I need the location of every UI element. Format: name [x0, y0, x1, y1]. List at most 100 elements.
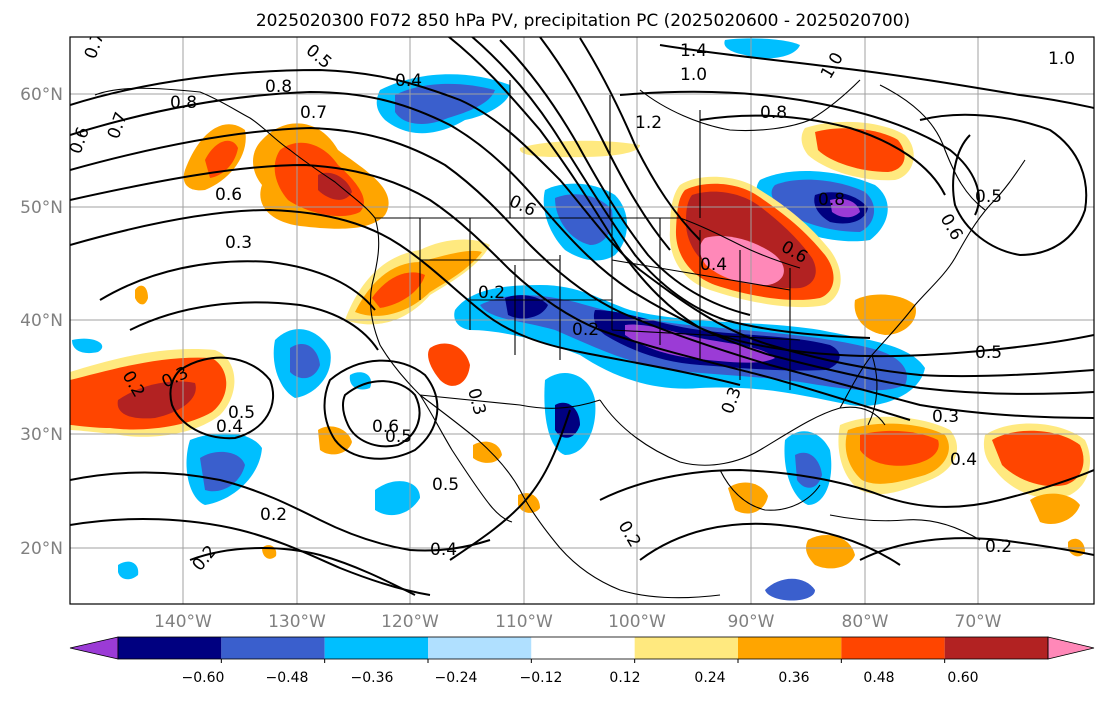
positive-anomaly-yucatan [728, 482, 768, 514]
contour-label: 1.0 [680, 65, 707, 85]
negative-anomaly-quebec-peak [830, 198, 860, 218]
coast-hudson-bay [639, 79, 861, 132]
negative-anomaly-caribbean [765, 578, 815, 601]
contour-label: 0.2 [260, 505, 287, 525]
longitude-labels: 140°W 130°W 120°W 110°W 100°W 90°W 80°W … [154, 612, 1002, 632]
colorbar-segment [738, 637, 842, 659]
lon-label: 80°W [842, 612, 889, 632]
map-frame [69, 36, 1095, 605]
negative-anomaly-pacific-tiny [349, 372, 372, 390]
lat-label: 60°N [20, 85, 63, 105]
coast-labrador [879, 84, 986, 211]
positive-anomaly-westus-peak [372, 272, 425, 308]
positive-anomaly-nyc [854, 294, 916, 335]
lat-label: 40°N [20, 311, 63, 331]
negative-anomaly-pacific-west [72, 338, 103, 354]
contour-label: 1.2 [635, 113, 662, 133]
colorbar-tick-label: 0.24 [694, 670, 725, 686]
colorbar-tick-label: 0.12 [609, 670, 640, 686]
colorbar-tick-label: 0.36 [778, 670, 809, 686]
positive-anomaly-hudson-core [815, 128, 905, 172]
coast-caribbean [829, 514, 981, 541]
colorbar-extend-high [1047, 636, 1095, 660]
lon-label: 130°W [268, 612, 326, 632]
contour-label: 0.3 [932, 407, 959, 427]
colorbar-segment [428, 637, 532, 659]
colorbar [69, 636, 1095, 663]
coast-florida [839, 353, 878, 426]
colorbar-tick-label: 0.60 [947, 670, 978, 686]
positive-anomaly-nevada [428, 343, 470, 386]
colorbar-segment [118, 637, 222, 659]
contour-label: 0.3 [225, 233, 252, 253]
contour-label: 0.2 [985, 537, 1012, 557]
contour-label: 0.2 [572, 320, 599, 340]
colorbar-frame [117, 636, 1049, 660]
negative-anomaly-gulf-core [795, 452, 822, 488]
lat-label: 50°N [20, 198, 63, 218]
coastlines [94, 79, 1026, 599]
contour-label: 0.4 [430, 540, 457, 560]
latitude-labels: 60°N 50°N 40°N 30°N 20°N [20, 85, 63, 559]
border-us-canada [375, 217, 801, 269]
negative-anomaly-band-core [593, 310, 840, 371]
contour-label: 0.4 [950, 450, 977, 470]
negative-anomaly-utah-core [505, 295, 548, 319]
colorbar-tick-label: −0.48 [266, 670, 309, 686]
lon-label: 110°W [495, 612, 553, 632]
contour-label: 0.6 [372, 417, 399, 437]
contour-label: 0.5 [432, 475, 459, 495]
contour-label: 0.5 [975, 187, 1002, 207]
contour-label: 0.8 [170, 93, 197, 113]
colorbar-tick-label: −0.12 [520, 670, 563, 686]
contour-label: 0.4 [395, 71, 422, 91]
positive-anomaly-gulf-coast-core [860, 430, 939, 466]
contour-label: 0.5 [975, 343, 1002, 363]
negative-anomaly-pacific-south-core [200, 451, 245, 492]
coast-yucatan [719, 469, 821, 511]
negative-anomaly-baja [375, 481, 420, 516]
map-panel: 0.7 0.5 0.8 0.8 0.7 0.6 0.7 0.4 1.4 1.0 … [69, 36, 1095, 605]
positive-anomaly-caribbean [806, 535, 855, 569]
positive-anomaly-greatlakes-peak [699, 235, 784, 286]
pv-contours [70, 37, 1094, 596]
contour-label: 0.2 [478, 283, 505, 303]
border-us-mexico [419, 394, 601, 409]
colorbar-ticks: −0.60 −0.48 −0.36 −0.24 −0.12 0.12 0.24 … [182, 670, 979, 686]
colorbar-tick-label: 0.48 [863, 670, 894, 686]
contour-label: 0.5 [228, 403, 255, 423]
colorbar-segment [531, 637, 635, 659]
lon-label: 90°W [728, 612, 775, 632]
positive-anomaly-alaska-core [205, 140, 238, 178]
coast-alaska [94, 87, 376, 219]
lon-label: 100°W [608, 612, 666, 632]
contour-label: 0.8 [760, 103, 787, 123]
lon-label: 70°W [955, 612, 1002, 632]
colorbar-tick-label: −0.24 [435, 670, 478, 686]
colorbar-tick-label: −0.60 [182, 670, 225, 686]
contour-label: 0.8 [818, 190, 845, 210]
colorbar-segment [841, 637, 945, 659]
contour-label: 0.8 [265, 77, 292, 97]
colorbar-segment [944, 637, 1048, 659]
colorbar-extend-low [69, 636, 119, 660]
positive-anomaly-pacific-west-peak [117, 381, 196, 419]
colorbar-segment [634, 637, 738, 659]
colorbar-segment [221, 637, 325, 659]
contour-label: 1.0 [1048, 49, 1075, 69]
colorbar-tick-label: −0.36 [351, 670, 394, 686]
lon-label: 120°W [381, 612, 439, 632]
coast-gulf-mexico [599, 399, 886, 466]
positive-anomaly-bc-peak [318, 172, 352, 200]
contour-label: 0.7 [300, 103, 327, 123]
positive-anomaly-mexico-small [473, 441, 502, 463]
contour-label: 0.6 [215, 185, 242, 205]
lat-label: 30°N [20, 425, 63, 445]
contour-label: 0.5 [385, 427, 412, 447]
negative-anomaly-arctic [724, 38, 800, 59]
negative-anomaly-pacific-speck [118, 561, 139, 580]
contour-label: 1.4 [680, 41, 707, 61]
lat-label: 20°N [20, 539, 63, 559]
positive-anomaly-atlantic-south [1030, 493, 1080, 525]
